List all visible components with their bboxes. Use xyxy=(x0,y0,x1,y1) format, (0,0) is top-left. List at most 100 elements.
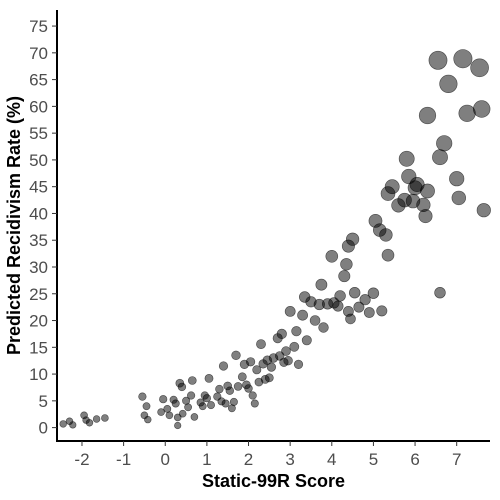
data-point xyxy=(138,392,147,401)
y-tick-label: 25 xyxy=(29,285,48,304)
y-tick-label: 45 xyxy=(29,178,48,197)
data-point xyxy=(334,290,346,302)
data-point xyxy=(266,362,277,372)
data-point xyxy=(218,361,229,371)
x-tick-label: 4 xyxy=(327,450,336,469)
data-point xyxy=(301,335,312,346)
data-point xyxy=(198,402,207,411)
data-point xyxy=(398,150,415,167)
data-point xyxy=(142,402,151,411)
data-point xyxy=(359,294,371,306)
data-point xyxy=(85,419,94,427)
data-point xyxy=(340,258,353,271)
data-point xyxy=(92,415,101,423)
data-point xyxy=(345,313,356,325)
x-axis-title: Static-99R Score xyxy=(202,471,345,491)
data-point xyxy=(184,403,192,412)
y-tick-label: 10 xyxy=(29,365,48,384)
y-tick-label: 30 xyxy=(29,258,48,277)
data-point xyxy=(439,74,458,93)
data-point xyxy=(144,415,152,424)
data-point xyxy=(248,391,257,400)
data-point xyxy=(163,404,172,413)
y-tick-label: 15 xyxy=(29,338,48,357)
data-point xyxy=(225,386,235,395)
data-point xyxy=(250,399,259,408)
x-tick-label: -1 xyxy=(116,450,131,469)
data-point xyxy=(436,135,453,152)
data-point xyxy=(284,305,296,317)
data-point xyxy=(297,309,308,321)
data-point xyxy=(229,397,238,406)
data-point xyxy=(256,339,266,349)
y-tick-label: 65 xyxy=(29,71,48,90)
data-point xyxy=(171,399,180,408)
y-tick-label: 50 xyxy=(29,151,48,170)
data-point xyxy=(187,391,196,400)
axes xyxy=(56,10,490,442)
data-point xyxy=(476,203,491,218)
data-point xyxy=(178,409,187,418)
x-tick-label: 5 xyxy=(369,450,378,469)
data-point xyxy=(159,395,168,404)
y-tick-label: 35 xyxy=(29,231,48,250)
data-point xyxy=(275,351,285,361)
data-point xyxy=(325,249,339,263)
y-tick-label: 20 xyxy=(29,312,48,331)
data-point xyxy=(470,58,489,78)
x-axis-ticks: -2 -1 0 1 2 3 4 5 6 7 xyxy=(74,441,461,469)
data-point xyxy=(157,408,165,416)
x-tick-label: 0 xyxy=(161,450,170,469)
x-tick-label: 3 xyxy=(285,450,294,469)
y-tick-label: 5 xyxy=(39,392,48,411)
data-point xyxy=(207,401,216,410)
data-point xyxy=(432,149,448,166)
data-point xyxy=(418,106,437,125)
points-layer xyxy=(59,49,491,430)
y-tick-label: 0 xyxy=(39,419,48,438)
y-axis-ticks: 0 5 10 15 20 25 30 35 40 45 50 55 60 65 70 75 xyxy=(29,17,57,438)
x-tick-label: 6 xyxy=(410,450,419,469)
x-tick-label: 7 xyxy=(452,450,461,469)
data-point xyxy=(434,287,446,299)
data-point xyxy=(346,232,360,246)
data-point xyxy=(252,365,262,375)
data-point xyxy=(244,384,253,393)
x-tick-label: 1 xyxy=(202,450,211,469)
data-point xyxy=(215,384,224,394)
y-tick-label: 55 xyxy=(29,124,48,143)
data-point xyxy=(237,372,247,382)
data-point xyxy=(420,183,435,199)
data-point xyxy=(221,399,230,408)
data-point xyxy=(177,382,187,392)
data-point xyxy=(318,322,329,333)
data-point xyxy=(190,413,199,421)
data-point xyxy=(332,300,344,312)
data-point xyxy=(338,270,351,283)
data-point xyxy=(174,421,182,430)
data-point xyxy=(281,346,291,356)
data-point xyxy=(283,356,293,366)
data-point xyxy=(379,228,393,242)
x-tick-label: 2 xyxy=(244,450,253,469)
y-tick-label: 75 xyxy=(29,17,48,36)
data-point xyxy=(363,307,375,318)
data-point xyxy=(384,179,400,195)
data-point xyxy=(293,359,304,370)
data-point xyxy=(291,326,302,337)
data-point xyxy=(101,414,109,422)
data-point xyxy=(451,190,466,206)
data-point xyxy=(353,301,365,313)
data-point xyxy=(233,382,243,391)
data-point xyxy=(449,171,465,187)
x-tick-label: -2 xyxy=(74,450,89,469)
y-tick-label: 70 xyxy=(29,44,48,63)
data-point xyxy=(276,328,287,340)
data-point xyxy=(458,104,476,122)
data-point xyxy=(473,100,491,118)
data-point xyxy=(69,421,77,429)
data-point xyxy=(315,278,328,291)
data-point xyxy=(246,357,256,367)
data-point xyxy=(418,209,433,224)
